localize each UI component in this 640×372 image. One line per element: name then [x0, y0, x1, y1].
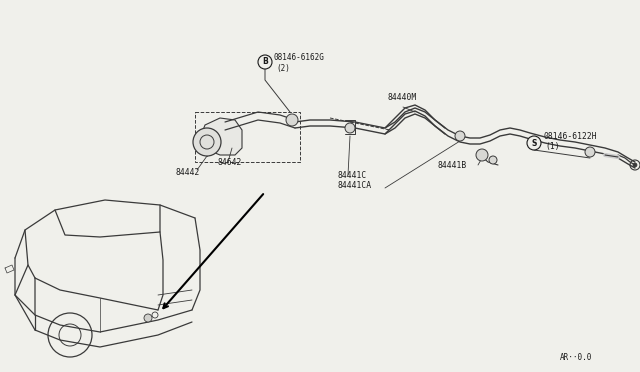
Text: (1): (1) [545, 142, 559, 151]
Circle shape [633, 163, 637, 167]
Bar [195, 112, 300, 162]
Circle shape [476, 149, 488, 161]
Text: 84440M: 84440M [388, 93, 417, 102]
Circle shape [345, 123, 355, 133]
Circle shape [455, 131, 465, 141]
Text: B: B [262, 58, 268, 67]
Circle shape [286, 114, 298, 126]
Text: 84442: 84442 [175, 168, 200, 177]
Text: 84441CA: 84441CA [338, 181, 372, 190]
Text: 84441B: 84441B [438, 161, 467, 170]
Text: 84441C: 84441C [338, 171, 367, 180]
Circle shape [585, 147, 595, 157]
Circle shape [527, 136, 541, 150]
Circle shape [258, 55, 272, 69]
Text: 08146-6122H: 08146-6122H [543, 132, 596, 141]
Circle shape [193, 128, 221, 156]
Circle shape [489, 156, 497, 164]
Text: 84642: 84642 [218, 158, 243, 167]
Polygon shape [200, 118, 242, 155]
Text: 08146-6162G: 08146-6162G [274, 54, 325, 62]
Text: (2): (2) [276, 64, 290, 73]
Text: AR··0.0: AR··0.0 [560, 353, 593, 362]
Circle shape [144, 314, 152, 322]
Text: S: S [531, 138, 537, 148]
